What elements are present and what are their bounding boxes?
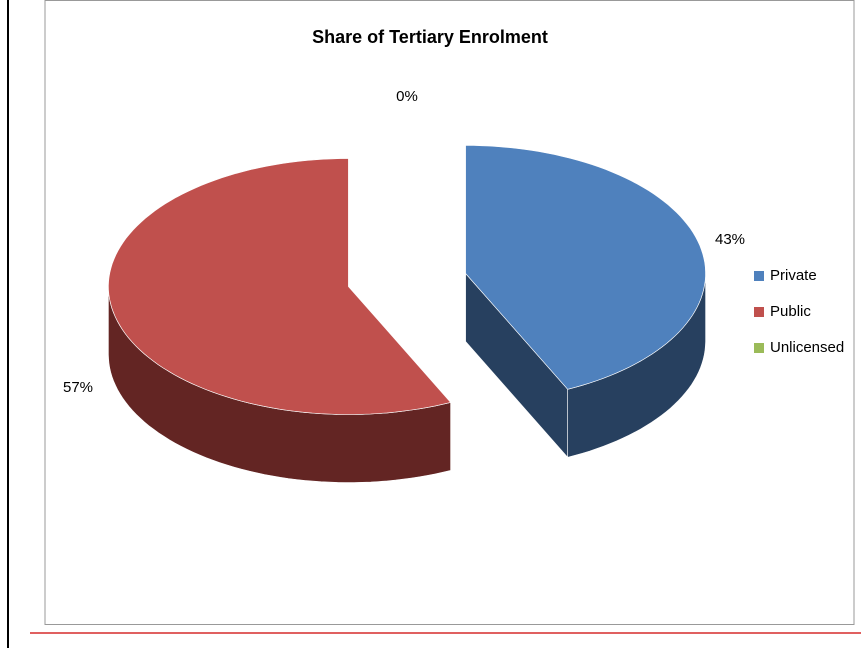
data-label: 0%: [396, 88, 418, 105]
chart-frame: [44, 0, 855, 625]
legend-swatch: [754, 271, 764, 281]
chart-title: Share of Tertiary Enrolment: [312, 27, 548, 47]
data-label: 43%: [715, 231, 745, 248]
slice: [108, 158, 452, 483]
legend-swatch: [754, 343, 764, 353]
legend-label: Private: [770, 267, 817, 284]
slice-top: [465, 145, 706, 390]
legend-swatch: [754, 307, 764, 317]
data-label: 57%: [63, 379, 93, 396]
legend-label: Unlicensed: [770, 339, 844, 356]
slice-top: [108, 158, 452, 415]
legend-label: Public: [770, 303, 811, 320]
slice: [465, 145, 706, 459]
